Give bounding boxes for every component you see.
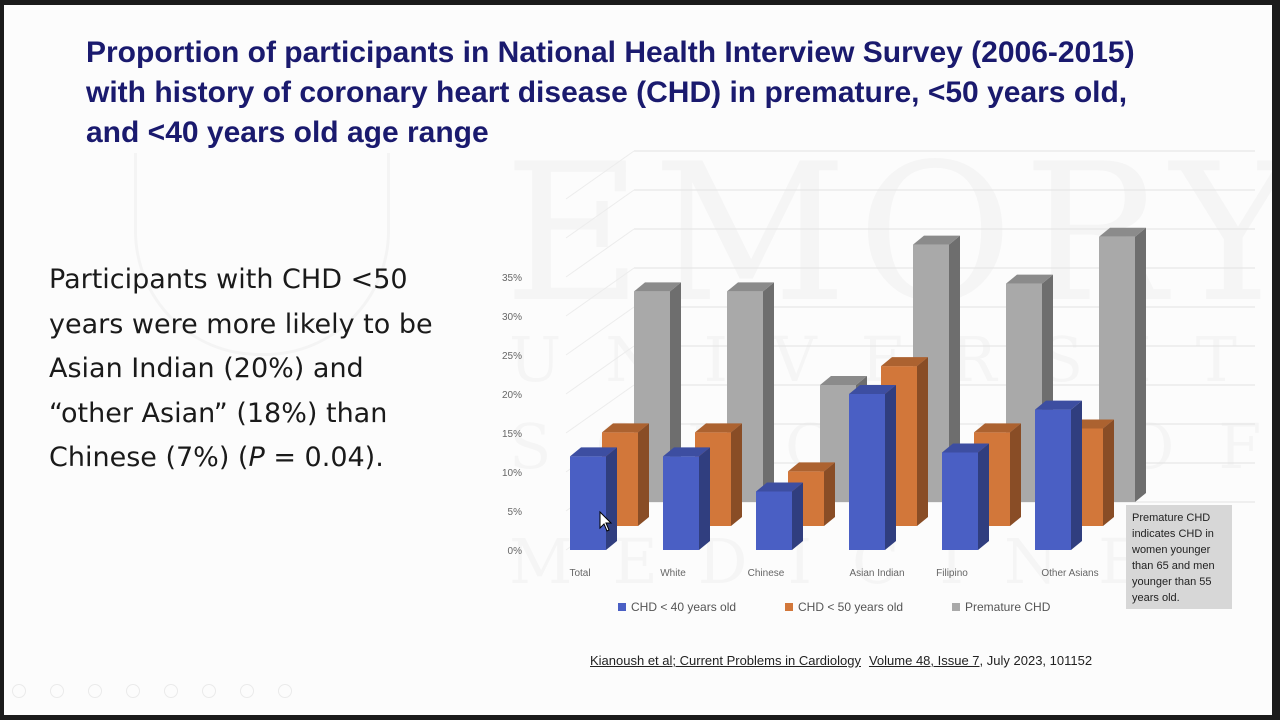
bar-0-5 bbox=[1035, 400, 1082, 550]
bar-side bbox=[1103, 419, 1114, 526]
bar-0-3 bbox=[849, 385, 896, 550]
previous-icon[interactable] bbox=[12, 684, 26, 698]
bar-front bbox=[570, 456, 606, 550]
bar-front bbox=[1035, 409, 1071, 550]
bar-top bbox=[756, 482, 803, 492]
video-icon[interactable] bbox=[240, 684, 254, 698]
citation: Kianoush et al; Current Problems in Card… bbox=[590, 653, 1092, 668]
bar-side bbox=[1135, 227, 1146, 503]
bar-top bbox=[913, 235, 960, 245]
bar-0-4 bbox=[942, 443, 989, 550]
bar-top bbox=[1099, 227, 1146, 237]
highlighter-icon[interactable] bbox=[126, 684, 140, 698]
y-tick-label: 20% bbox=[502, 390, 522, 401]
bar-side bbox=[670, 282, 681, 502]
bar-side bbox=[638, 423, 649, 526]
bar-top bbox=[602, 423, 649, 433]
citation-volume-link[interactable]: Volume 48, Issue 7 bbox=[868, 653, 980, 668]
gridline-side bbox=[565, 189, 635, 239]
legend-label-chd-40: CHD < 40 years old bbox=[631, 600, 737, 614]
gridline-side bbox=[565, 345, 635, 395]
bar-side bbox=[1010, 423, 1021, 526]
bar-top bbox=[634, 282, 681, 292]
x-tick-label: Chinese bbox=[748, 568, 785, 579]
bar-side bbox=[792, 482, 803, 550]
x-tick-label: White bbox=[660, 568, 686, 579]
gridline-side bbox=[565, 267, 635, 317]
bar-0-0 bbox=[570, 447, 617, 550]
next-icon[interactable] bbox=[50, 684, 64, 698]
bar-0-2 bbox=[756, 482, 803, 550]
y-tick-label: 25% bbox=[502, 351, 522, 362]
y-tick-label: 5% bbox=[508, 507, 523, 518]
bar-top bbox=[1006, 274, 1053, 284]
bar-top bbox=[727, 282, 774, 292]
legend-item-premature: Premature CHD bbox=[952, 600, 1050, 614]
subtitles-icon[interactable] bbox=[202, 684, 216, 698]
bar-front bbox=[849, 394, 885, 550]
bar-front bbox=[663, 456, 699, 550]
x-tick-label: Other Asians bbox=[1041, 568, 1098, 579]
bar-top bbox=[974, 423, 1021, 433]
bar-side bbox=[824, 462, 835, 526]
bar-top bbox=[695, 423, 742, 433]
slide-title: Proportion of participants in National H… bbox=[86, 36, 1135, 149]
note-box: Premature CHD indicates CHD in women you… bbox=[1126, 505, 1232, 609]
bar-top bbox=[942, 443, 989, 453]
zoom-icon[interactable] bbox=[164, 684, 178, 698]
gridline-side bbox=[565, 306, 635, 356]
legend-label-chd-50: CHD < 50 years old bbox=[798, 600, 904, 614]
bar-side bbox=[1071, 400, 1082, 550]
legend-item-chd-50: CHD < 50 years old bbox=[785, 600, 903, 614]
bar-front bbox=[942, 452, 978, 550]
bar-top bbox=[788, 462, 835, 472]
more-icon[interactable] bbox=[278, 684, 292, 698]
bar-0-1 bbox=[663, 447, 710, 550]
bar-side bbox=[731, 423, 742, 526]
bar-2-1 bbox=[727, 282, 774, 502]
y-tick-label: 0% bbox=[508, 546, 523, 557]
bar-side bbox=[606, 447, 617, 550]
x-tick-label: Total bbox=[569, 568, 590, 579]
x-tick-label: Filipino bbox=[936, 568, 968, 579]
legend-label-premature: Premature CHD bbox=[965, 600, 1051, 614]
bar-top bbox=[663, 447, 710, 457]
bar-side bbox=[949, 235, 960, 502]
legend-item-chd-40: CHD < 40 years old bbox=[618, 600, 736, 614]
y-tick-label: 10% bbox=[502, 468, 522, 479]
bar-side bbox=[763, 282, 774, 502]
bar-top bbox=[881, 357, 928, 367]
y-tick-label: 35% bbox=[502, 273, 522, 284]
bar-front bbox=[756, 491, 792, 550]
mouse-cursor-icon bbox=[599, 510, 613, 532]
legend-swatch-chd-40 bbox=[618, 603, 626, 611]
gridline-side bbox=[565, 384, 635, 434]
citation-journal-link[interactable]: Kianoush et al; Current Problems in Card… bbox=[590, 653, 861, 668]
y-tick-label: 30% bbox=[502, 312, 522, 323]
bar-top bbox=[570, 447, 617, 457]
bar-top bbox=[849, 385, 896, 394]
p-value-symbol: P bbox=[248, 442, 265, 473]
citation-rest: , July 2023, 101152 bbox=[979, 653, 1093, 668]
bar-side bbox=[885, 385, 896, 550]
y-tick-label: 15% bbox=[502, 429, 522, 440]
bar-side bbox=[978, 443, 989, 550]
pen-icon[interactable] bbox=[88, 684, 102, 698]
bar-side bbox=[699, 447, 710, 550]
gridline-side bbox=[565, 228, 635, 278]
legend-swatch-chd-50 bbox=[785, 603, 793, 611]
legend-swatch-premature bbox=[952, 603, 960, 611]
body-text-tail: = 0.04). bbox=[264, 442, 384, 473]
body-text: Participants with CHD <50 years were mor… bbox=[49, 258, 439, 481]
bar-side bbox=[917, 357, 928, 526]
bar-top bbox=[820, 376, 867, 385]
gridline-side bbox=[565, 150, 635, 200]
x-tick-label: Asian Indian bbox=[849, 568, 904, 579]
bar-top bbox=[1035, 400, 1082, 410]
body-text-main: Participants with CHD <50 years were mor… bbox=[49, 264, 433, 473]
